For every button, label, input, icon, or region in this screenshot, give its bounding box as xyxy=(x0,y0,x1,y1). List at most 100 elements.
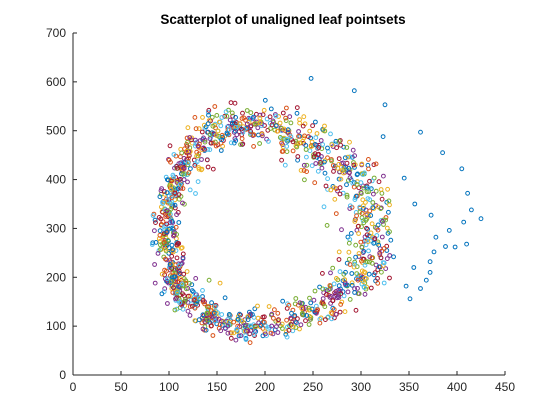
data-point xyxy=(167,265,172,270)
data-point xyxy=(331,281,337,287)
x-tick-label: 150 xyxy=(207,380,227,394)
data-point xyxy=(301,162,307,168)
data-point xyxy=(296,134,301,139)
data-point xyxy=(363,237,369,243)
data-point xyxy=(336,283,342,289)
data-point xyxy=(188,166,193,172)
data-point xyxy=(200,115,205,120)
data-point xyxy=(159,186,165,192)
data-point xyxy=(243,322,249,328)
data-point xyxy=(366,185,372,191)
data-point xyxy=(261,107,267,113)
data-point xyxy=(290,324,296,330)
data-point xyxy=(363,200,368,205)
data-point xyxy=(356,231,362,236)
data-point xyxy=(323,317,328,323)
data-point xyxy=(284,144,290,149)
data-point xyxy=(150,213,156,218)
data-point xyxy=(255,303,260,309)
data-point xyxy=(268,106,274,112)
data-point xyxy=(180,256,186,262)
data-point xyxy=(185,162,191,168)
data-point xyxy=(461,219,467,225)
data-point xyxy=(152,228,157,234)
data-point xyxy=(199,157,204,162)
data-point xyxy=(217,119,222,125)
data-point xyxy=(307,314,313,319)
data-point xyxy=(205,317,211,323)
data-point xyxy=(178,276,183,282)
data-point xyxy=(216,134,222,139)
data-point xyxy=(266,139,271,144)
data-point xyxy=(320,296,326,302)
data-point xyxy=(325,176,331,182)
data-point xyxy=(303,304,309,310)
data-point xyxy=(200,312,206,318)
data-point xyxy=(334,145,340,151)
data-point xyxy=(224,113,230,119)
data-point xyxy=(189,135,195,141)
data-point xyxy=(260,314,266,320)
data-point xyxy=(366,271,372,277)
data-point xyxy=(328,293,334,299)
data-point xyxy=(210,333,216,338)
data-point xyxy=(327,294,333,300)
data-point xyxy=(446,228,452,233)
data-point xyxy=(298,168,304,173)
data-point xyxy=(290,148,296,154)
data-point xyxy=(172,307,178,313)
data-point xyxy=(158,247,163,252)
data-point xyxy=(312,288,318,294)
data-point xyxy=(232,100,238,106)
data-point xyxy=(269,323,275,329)
data-point xyxy=(371,240,377,246)
data-point xyxy=(361,285,367,290)
y-tick-label: 0 xyxy=(59,368,66,382)
data-point xyxy=(306,322,312,327)
data-point xyxy=(358,239,364,245)
data-point xyxy=(313,119,318,125)
data-point xyxy=(355,286,360,291)
data-point xyxy=(244,121,250,127)
data-point xyxy=(244,108,250,113)
data-point xyxy=(196,295,202,301)
data-point xyxy=(174,164,180,169)
data-point xyxy=(333,211,339,217)
data-point xyxy=(192,296,198,302)
data-point xyxy=(294,320,299,326)
data-point xyxy=(296,129,302,134)
data-point xyxy=(361,185,367,191)
data-point xyxy=(336,257,342,262)
data-point xyxy=(192,291,198,297)
data-point xyxy=(301,168,307,173)
data-point xyxy=(231,129,237,135)
data-point xyxy=(274,128,280,134)
data-point xyxy=(328,310,334,316)
data-point xyxy=(274,324,279,330)
data-point xyxy=(248,323,253,329)
data-point xyxy=(344,182,349,188)
data-point xyxy=(364,211,370,217)
data-point xyxy=(297,300,303,306)
data-point xyxy=(385,186,391,192)
data-point xyxy=(262,319,267,325)
data-point xyxy=(171,152,177,157)
data-point xyxy=(364,232,370,238)
data-point xyxy=(323,183,329,189)
data-point xyxy=(280,298,286,304)
y-tick-label: 100 xyxy=(46,319,66,333)
data-point xyxy=(218,318,224,324)
data-point xyxy=(234,327,240,332)
data-point xyxy=(194,153,200,159)
data-point xyxy=(361,206,366,211)
data-point xyxy=(364,189,370,195)
data-point xyxy=(212,104,218,109)
data-point xyxy=(175,186,181,191)
data-point xyxy=(362,291,368,297)
data-point xyxy=(175,290,180,296)
data-point xyxy=(163,276,168,282)
data-point xyxy=(307,295,312,301)
data-point xyxy=(185,125,191,131)
data-point xyxy=(379,234,385,240)
data-point xyxy=(161,239,167,245)
